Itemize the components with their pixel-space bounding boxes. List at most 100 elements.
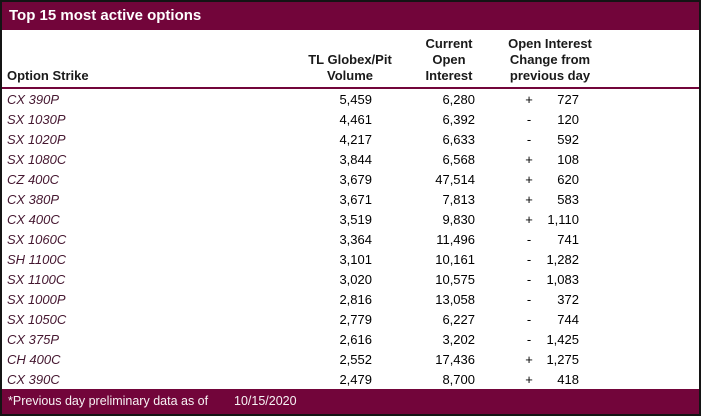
column-header-oi-change: Open Interest Change from previous day xyxy=(498,36,602,84)
change-value: 727 xyxy=(557,91,579,107)
oi-change-cell: - 1,083 xyxy=(498,272,602,287)
table-row: SX 1080C 3,844 6,568 + 108 xyxy=(2,149,699,169)
table-row: SX 1020P 4,217 6,633 - 592 xyxy=(2,129,699,149)
change-sign: + xyxy=(525,351,533,367)
volume-cell: 4,461 xyxy=(339,111,372,127)
footer-date: 10/15/2020 xyxy=(234,394,297,408)
open-interest-cell: 47,514 xyxy=(435,171,475,187)
option-strike-cell: CX 400C xyxy=(7,211,60,227)
oi-change-cell: + 620 xyxy=(498,172,602,187)
column-header-open-interest-line3: Interest xyxy=(425,68,473,83)
oi-change-cell: - 741 xyxy=(498,232,602,247)
table-row: SX 1100C 3,020 10,575 - 1,083 xyxy=(2,269,699,289)
option-strike-cell: CX 375P xyxy=(7,331,60,347)
volume-cell: 3,519 xyxy=(339,211,372,227)
volume-cell: 3,020 xyxy=(339,271,372,287)
change-sign: - xyxy=(526,131,532,147)
volume-cell: 3,364 xyxy=(339,231,372,247)
oi-change-cell: - 592 xyxy=(498,132,602,147)
oi-change-cell: - 744 xyxy=(498,312,602,327)
column-header-row: Option Strike TL Globex/Pit Volume Curre… xyxy=(2,30,699,89)
volume-cell: 2,616 xyxy=(339,331,372,347)
table-title: Top 15 most active options xyxy=(2,2,699,30)
volume-cell: 5,459 xyxy=(339,91,372,107)
table-row: SX 1050C 2,779 6,227 - 744 xyxy=(2,309,699,329)
column-header-volume-line2: Volume xyxy=(327,68,373,83)
volume-cell: 2,816 xyxy=(339,291,372,307)
table-row: CX 400C 3,519 9,830 + 1,110 xyxy=(2,209,699,229)
open-interest-cell: 10,575 xyxy=(435,271,475,287)
volume-cell: 3,101 xyxy=(339,251,372,267)
change-sign: - xyxy=(526,291,532,307)
change-sign: + xyxy=(525,371,533,387)
change-sign: - xyxy=(526,231,532,247)
table-row: CX 380P 3,671 7,813 + 583 xyxy=(2,189,699,209)
footer-note: *Previous day preliminary data as of xyxy=(8,394,209,408)
change-value: 1,110 xyxy=(547,211,579,227)
table-body: CX 390P 5,459 6,280 + 727 SX 1030P 4,461… xyxy=(2,89,699,389)
volume-cell: 3,671 xyxy=(339,191,372,207)
volume-cell: 3,679 xyxy=(339,171,372,187)
option-strike-cell: SX 1100C xyxy=(7,271,66,287)
table-row: CX 390P 5,459 6,280 + 727 xyxy=(2,89,699,109)
table-row: CX 390C 2,479 8,700 + 418 xyxy=(2,369,699,389)
open-interest-cell: 7,813 xyxy=(442,191,475,207)
change-value: 741 xyxy=(557,231,579,247)
table-row: CZ 400C 3,679 47,514 + 620 xyxy=(2,169,699,189)
change-value: 583 xyxy=(557,191,579,207)
option-strike-cell: SX 1060C xyxy=(7,231,67,247)
oi-change-cell: + 1,275 xyxy=(498,352,602,367)
change-value: 1,425 xyxy=(546,331,579,347)
change-sign: - xyxy=(526,111,532,127)
column-header-option-strike: Option Strike xyxy=(7,68,89,83)
option-strike-cell: SX 1000P xyxy=(7,291,66,307)
open-interest-cell: 3,202 xyxy=(442,331,475,347)
change-sign: + xyxy=(525,91,533,107)
option-strike-cell: SX 1020P xyxy=(7,131,66,147)
table-row: SX 1030P 4,461 6,392 - 120 xyxy=(2,109,699,129)
volume-cell: 3,844 xyxy=(339,151,372,167)
oi-change-cell: + 418 xyxy=(498,372,602,387)
open-interest-cell: 10,161 xyxy=(435,251,475,267)
volume-cell: 2,479 xyxy=(339,371,372,387)
column-header-open-interest-line2: Open xyxy=(432,52,466,67)
option-strike-cell: SX 1050C xyxy=(7,311,67,327)
footer: *Previous day preliminary data as of 10/… xyxy=(2,389,699,414)
column-header-oi-change-line1: Open Interest xyxy=(508,36,592,51)
open-interest-cell: 17,436 xyxy=(435,351,475,367)
table-row: SX 1060C 3,364 11,496 - 741 xyxy=(2,229,699,249)
change-value: 1,083 xyxy=(546,271,579,287)
change-value: 120 xyxy=(557,111,579,127)
open-interest-cell: 8,700 xyxy=(442,371,475,387)
column-header-open-interest: Current Open Interest xyxy=(400,36,498,84)
option-strike-cell: CX 390P xyxy=(7,91,60,107)
open-interest-cell: 13,058 xyxy=(435,291,475,307)
column-header-oi-change-line3: previous day xyxy=(509,68,591,83)
table-row: SX 1000P 2,816 13,058 - 372 xyxy=(2,289,699,309)
change-sign: + xyxy=(525,171,533,187)
oi-change-cell: + 1,110 xyxy=(498,212,602,227)
change-value: 1,275 xyxy=(546,351,579,367)
change-value: 592 xyxy=(557,131,579,147)
oi-change-cell: + 727 xyxy=(498,92,602,107)
oi-change-cell: + 108 xyxy=(498,152,602,167)
oi-change-cell: + 583 xyxy=(498,192,602,207)
volume-cell: 4,217 xyxy=(339,131,372,147)
table-row: SH 1100C 3,101 10,161 - 1,282 xyxy=(2,249,699,269)
option-strike-cell: SX 1080C xyxy=(7,151,67,167)
change-sign: - xyxy=(526,331,532,347)
option-strike-cell: CX 390C xyxy=(7,371,60,387)
change-value: 418 xyxy=(557,371,579,387)
option-strike-cell: CX 380P xyxy=(7,191,60,207)
change-sign: - xyxy=(526,271,532,287)
open-interest-cell: 6,568 xyxy=(442,151,475,167)
volume-cell: 2,552 xyxy=(339,351,372,367)
table-row: CH 400C 2,552 17,436 + 1,275 xyxy=(2,349,699,369)
change-sign: - xyxy=(526,311,532,327)
open-interest-cell: 6,633 xyxy=(442,131,475,147)
change-sign: + xyxy=(525,191,533,207)
open-interest-cell: 9,830 xyxy=(442,211,475,227)
change-value: 108 xyxy=(557,151,579,167)
change-value: 620 xyxy=(557,171,579,187)
